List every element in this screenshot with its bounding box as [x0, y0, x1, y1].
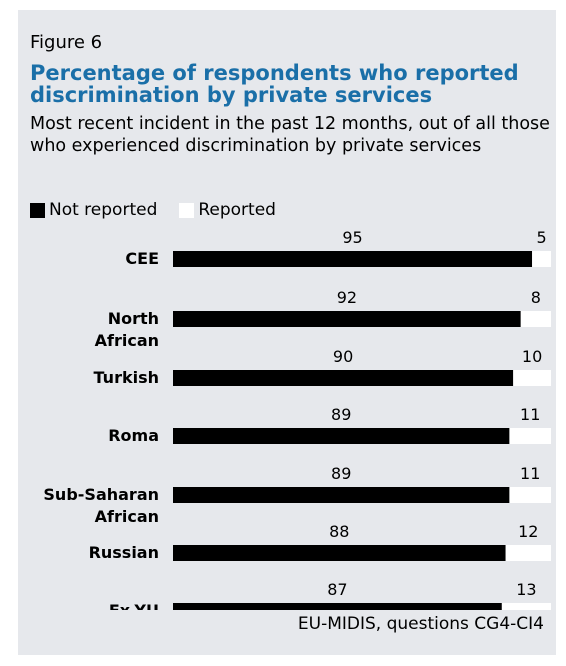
bar-row-turkish: 90 10 Turkish: [94, 347, 551, 387]
bar-row-ex-yu: 87 13 Ex-YU: [109, 580, 551, 610]
legend-item-not-reported: Not reported: [30, 200, 157, 220]
legend-item-reported: Reported: [179, 200, 276, 220]
bar-not-reported-russian: [173, 545, 506, 561]
legend-label-not-reported: Not reported: [49, 200, 158, 220]
category-label-north-african: North African: [95, 309, 159, 350]
value-label-not-reported-sub-saharan-african: 89: [331, 464, 351, 483]
bar-row-sub-saharan-african: 89 11 Sub-Saharan African: [43, 464, 551, 526]
figure-panel: Figure 6 Percentage of respondents who r…: [18, 10, 556, 655]
value-label-reported-turkish: 10: [522, 347, 542, 366]
value-label-not-reported-roma: 89: [331, 405, 351, 424]
legend: Not reported Reported: [30, 199, 298, 221]
category-label-russian: Russian: [89, 543, 159, 562]
bar-not-reported-turkish: [173, 370, 514, 386]
value-label-reported-ex-yu: 13: [516, 580, 536, 599]
bar-reported-north-african: [520, 311, 551, 327]
value-label-not-reported-cee: 95: [342, 228, 362, 247]
value-label-not-reported-north-african: 92: [337, 288, 357, 307]
bar-not-reported-sub-saharan-african: [173, 487, 510, 503]
source-note: EU-MIDIS, questions CG4-CI4: [297, 614, 544, 634]
value-label-not-reported-ex-yu: 87: [327, 580, 347, 599]
value-label-reported-russian: 12: [518, 522, 538, 541]
value-label-reported-north-african: 8: [531, 288, 541, 307]
category-label-cee: CEE: [125, 249, 159, 268]
legend-label-reported: Reported: [198, 200, 276, 220]
value-label-reported-roma: 11: [520, 405, 540, 424]
value-label-not-reported-russian: 88: [329, 522, 349, 541]
value-label-reported-cee: 5: [536, 228, 546, 247]
bar-reported-sub-saharan-african: [509, 487, 551, 503]
bar-chart: 95 5 CEE 92 8 North African 90 10 Turkish 89 11 Roma…: [43, 228, 551, 610]
bar-reported-ex-yu: [501, 603, 551, 610]
bar-not-reported-cee: [173, 251, 533, 267]
category-label-sub-saharan-african: Sub-Saharan African: [43, 485, 159, 526]
chart-title: Percentage of respondents who reported d…: [30, 61, 519, 107]
value-label-not-reported-turkish: 90: [333, 347, 353, 366]
bar-reported-roma: [509, 428, 551, 444]
category-label-roma: Roma: [108, 426, 159, 445]
bar-row-russian: 88 12 Russian: [89, 522, 551, 562]
bar-row-roma: 89 11 Roma: [108, 405, 551, 445]
bar-row-cee: 95 5 CEE: [125, 228, 551, 268]
bar-not-reported-ex-yu: [173, 603, 502, 610]
bar-reported-cee: [532, 251, 551, 267]
chart-subtitle: Most recent incident in the past 12 mont…: [30, 114, 550, 156]
bar-not-reported-north-african: [173, 311, 521, 327]
legend-swatch-reported: [179, 202, 195, 218]
legend-swatch-not-reported: [30, 202, 45, 218]
value-label-reported-sub-saharan-african: 11: [520, 464, 540, 483]
category-label-ex-yu: Ex-YU: [109, 601, 159, 610]
bar-not-reported-roma: [173, 428, 510, 444]
bar-reported-russian: [505, 545, 551, 561]
category-label-turkish: Turkish: [94, 368, 159, 387]
bar-reported-turkish: [513, 370, 551, 386]
bar-row-north-african: 92 8 North African: [95, 288, 551, 350]
figure-label: Figure 6: [30, 32, 103, 53]
